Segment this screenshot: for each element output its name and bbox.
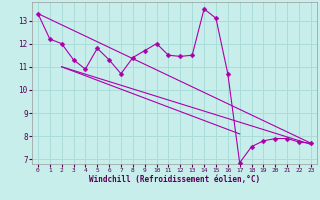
X-axis label: Windchill (Refroidissement éolien,°C): Windchill (Refroidissement éolien,°C) (89, 175, 260, 184)
